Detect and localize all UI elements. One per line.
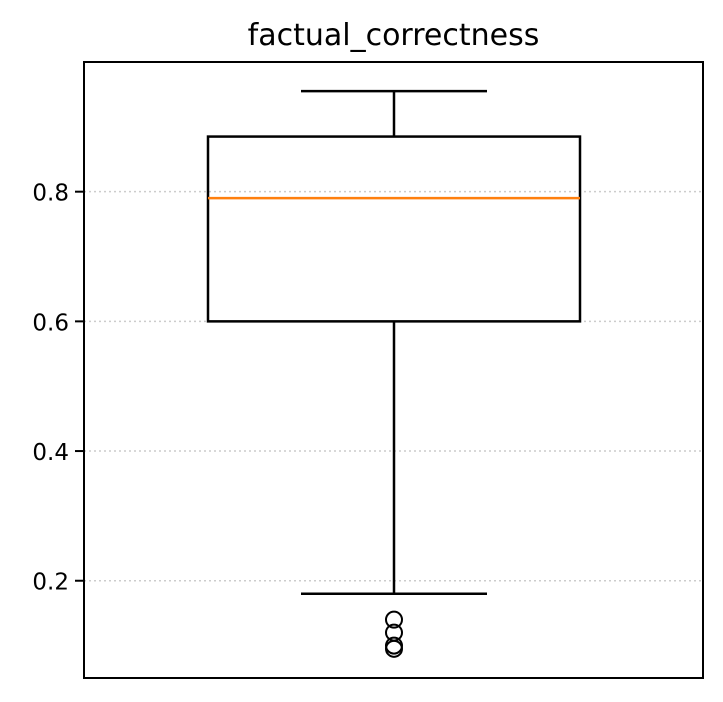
y-axis: 0.2 0.4 0.6 0.8 <box>32 181 84 596</box>
y-tick-label: 0.2 <box>32 570 69 596</box>
grid-layer <box>84 190 703 582</box>
box-layer <box>206 89 582 658</box>
chart-title: factual_correctness <box>248 18 540 53</box>
iqr-box <box>206 135 582 323</box>
outlier-point <box>385 639 403 658</box>
y-tick-label: 0.4 <box>32 440 69 466</box>
plot-frame <box>83 61 704 679</box>
y-tick-label: 0.6 <box>32 310 69 336</box>
outlier-point <box>385 610 403 629</box>
y-tick-label: 0.8 <box>32 181 69 207</box>
